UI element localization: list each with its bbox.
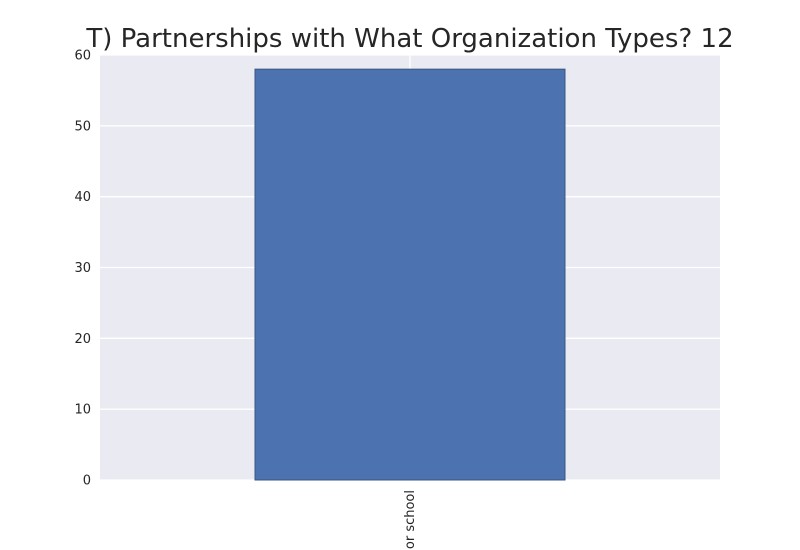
x-tick-label: or school <box>403 490 418 549</box>
y-tick-label: 60 <box>74 49 91 64</box>
bar <box>254 68 566 481</box>
y-tick-label: 10 <box>74 403 91 418</box>
chart-title: T) Partnerships with What Organization T… <box>85 24 733 54</box>
y-tick-label: 50 <box>74 119 91 134</box>
y-axis-ticks: 0 10 20 30 40 50 60 <box>74 49 91 489</box>
y-tick-label: 30 <box>74 261 91 276</box>
bars <box>254 68 566 481</box>
x-axis-ticks: or school <box>403 490 418 549</box>
y-tick-label: 0 <box>83 474 91 489</box>
y-tick-label: 20 <box>74 332 91 347</box>
y-tick-label: 40 <box>74 190 91 205</box>
